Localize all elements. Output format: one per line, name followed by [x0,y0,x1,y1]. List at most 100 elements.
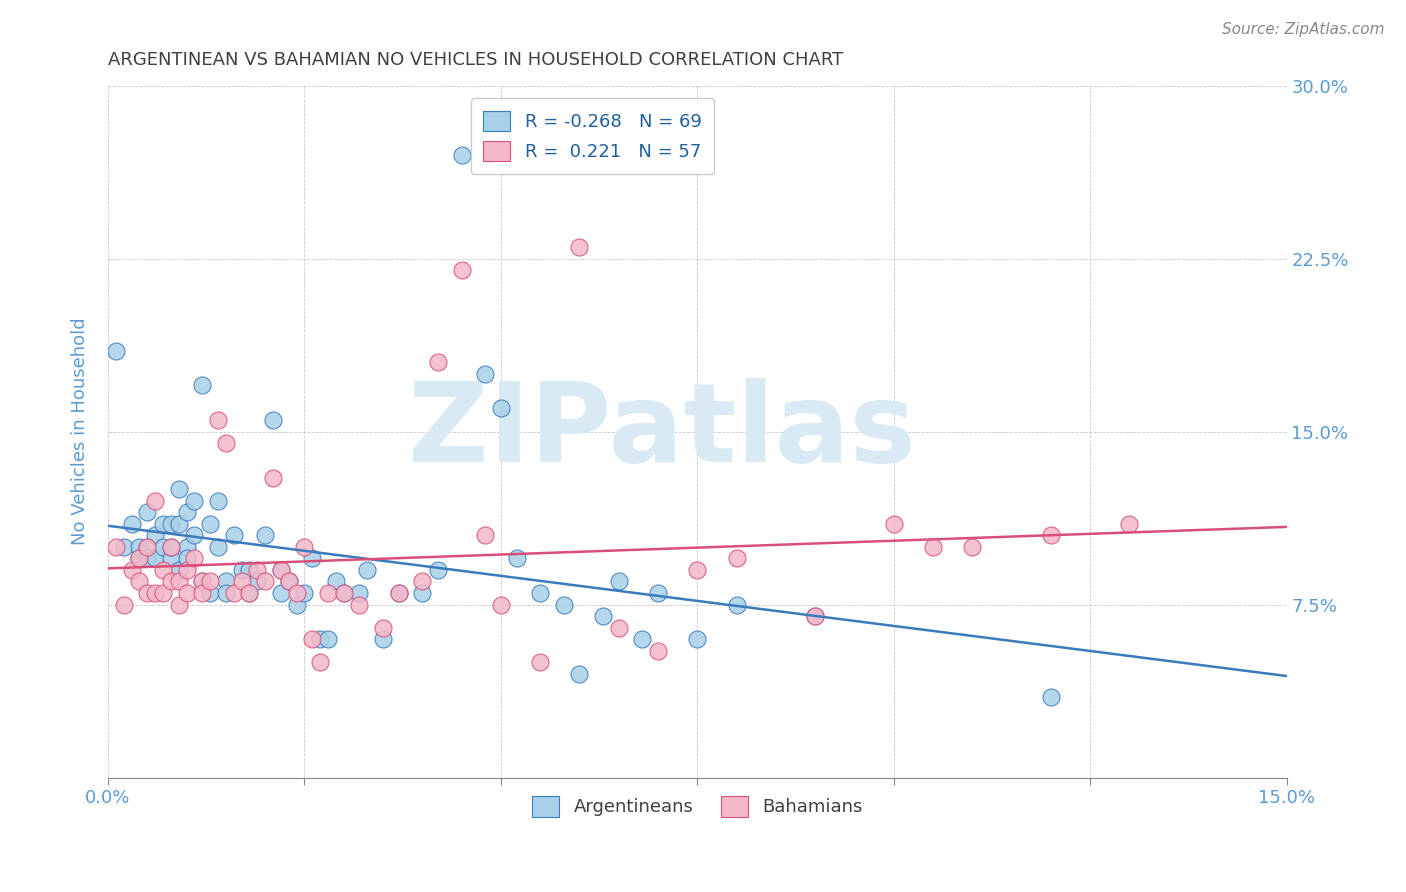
Point [128,540,150,554]
Point [427,563,450,577]
Point [176,586,198,600]
Point [136,505,159,519]
Point [332,586,354,600]
Point [285,586,308,600]
Point [136,586,159,600]
Point [316,586,339,600]
Point [167,598,190,612]
Point [568,666,591,681]
Point [152,563,174,577]
Point [427,355,450,369]
Point [176,563,198,577]
Point [316,632,339,647]
Point [686,563,709,577]
Point [160,540,183,554]
Point [607,574,630,589]
Point [143,551,166,566]
Point [207,493,229,508]
Point [804,609,827,624]
Point [207,540,229,554]
Point [254,528,277,542]
Point [489,401,512,416]
Point [167,482,190,496]
Point [254,574,277,589]
Point [160,574,183,589]
Point [136,540,159,554]
Point [215,574,238,589]
Point [152,540,174,554]
Point [332,586,354,600]
Y-axis label: No Vehicles in Household: No Vehicles in Household [72,318,89,545]
Point [411,586,433,600]
Point [686,632,709,647]
Point [104,540,127,554]
Point [222,528,245,542]
Point [167,516,190,531]
Point [309,655,332,669]
Point [301,551,323,566]
Point [160,540,183,554]
Text: ARGENTINEAN VS BAHAMIAN NO VEHICLES IN HOUSEHOLD CORRELATION CHART: ARGENTINEAN VS BAHAMIAN NO VEHICLES IN H… [108,51,844,69]
Point [270,563,292,577]
Point [505,551,527,566]
Point [246,574,269,589]
Point [529,655,551,669]
Point [207,413,229,427]
Point [474,528,496,542]
Point [176,540,198,554]
Point [198,574,221,589]
Point [262,471,284,485]
Point [277,574,299,589]
Point [349,598,371,612]
Point [607,621,630,635]
Point [294,540,316,554]
Point [191,378,214,392]
Point [152,586,174,600]
Point [191,574,214,589]
Point [388,586,411,600]
Text: ZIPatlas: ZIPatlas [408,378,915,485]
Point [962,540,984,554]
Point [128,551,150,566]
Point [136,551,159,566]
Point [143,493,166,508]
Point [529,586,551,600]
Point [231,574,253,589]
Point [136,540,159,554]
Point [631,632,654,647]
Point [1039,528,1062,542]
Point [325,574,347,589]
Point [1039,690,1062,704]
Point [474,367,496,381]
Point [152,516,174,531]
Point [215,436,238,450]
Point [128,551,150,566]
Point [183,493,205,508]
Point [647,586,669,600]
Point [183,528,205,542]
Point [176,551,198,566]
Point [647,643,669,657]
Point [191,586,214,600]
Point [112,540,135,554]
Point [167,574,190,589]
Point [238,563,260,577]
Point [143,586,166,600]
Legend: Argentineans, Bahamians: Argentineans, Bahamians [524,789,870,824]
Point [121,563,143,577]
Point [277,574,299,589]
Point [388,586,411,600]
Point [262,413,284,427]
Point [285,598,308,612]
Point [112,598,135,612]
Point [922,540,945,554]
Point [191,574,214,589]
Point [371,632,394,647]
Point [883,516,905,531]
Point [128,574,150,589]
Point [371,621,394,635]
Point [198,586,221,600]
Point [160,551,183,566]
Point [1118,516,1140,531]
Point [143,528,166,542]
